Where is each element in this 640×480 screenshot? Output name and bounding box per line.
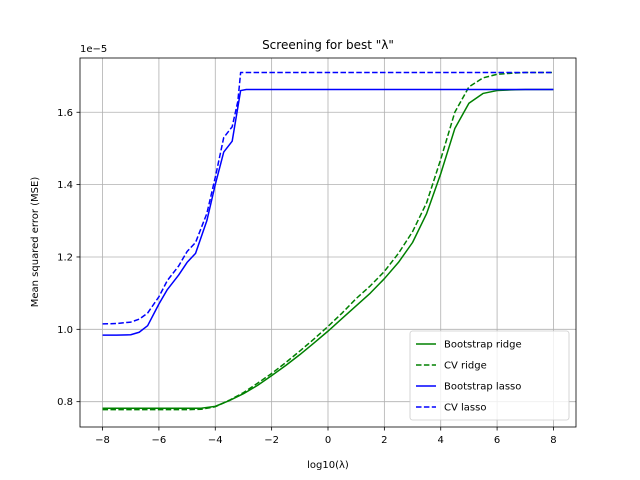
x-tick-label: −2 <box>264 435 279 446</box>
y-axis-ticks: 0.8 1.0 1.2 1.4 1.6 <box>57 108 80 408</box>
x-tick-label: 0 <box>325 435 331 446</box>
legend: Bootstrap ridge CV ridge Bootstrap lasso CV… <box>409 330 570 421</box>
legend-label: CV ridge <box>444 361 487 372</box>
chart-title: Screening for best "λ" <box>262 38 394 52</box>
y-tick-label: 1.6 <box>57 108 73 119</box>
y-tick-label: 1.4 <box>57 180 73 191</box>
legend-label: CV lasso <box>444 403 486 414</box>
x-axis-ticks: −8 −6 −4 −2 0 2 4 6 8 <box>95 427 557 446</box>
legend-label: Bootstrap ridge <box>444 340 522 351</box>
y-offset-text: 1e−5 <box>80 44 107 55</box>
series-line-1 <box>102 71 554 411</box>
legend-label: Bootstrap lasso <box>444 382 521 393</box>
series-line-3 <box>102 71 554 325</box>
y-tick-label: 1.0 <box>57 325 73 336</box>
x-tick-label: 8 <box>550 435 556 446</box>
x-tick-label: −4 <box>208 435 223 446</box>
x-tick-label: −8 <box>95 435 110 446</box>
x-tick-label: 4 <box>438 435 444 446</box>
series-lines <box>102 71 554 411</box>
y-tick-label: 0.8 <box>57 397 73 408</box>
series-line-2 <box>102 88 554 336</box>
legend-box <box>409 330 570 421</box>
x-tick-label: −6 <box>152 435 167 446</box>
x-tick-label: 2 <box>381 435 387 446</box>
x-tick-label: 6 <box>494 435 500 446</box>
y-axis-label: Mean squared error (MSE) <box>30 177 41 308</box>
x-axis-label: log10(λ) <box>307 460 349 471</box>
y-tick-label: 1.2 <box>57 252 73 263</box>
